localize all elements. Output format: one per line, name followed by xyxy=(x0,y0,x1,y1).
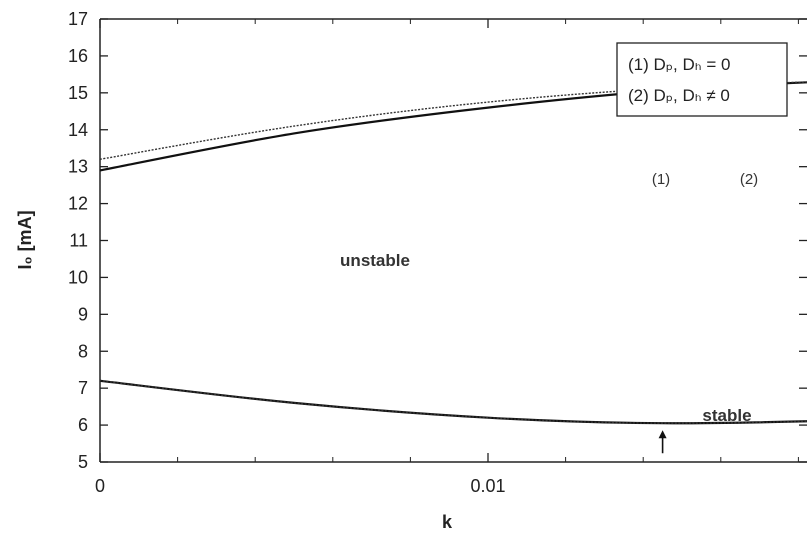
x-tick-label: 0 xyxy=(95,476,105,496)
legend-entry-1: (1) Dₚ, Dₕ = 0 xyxy=(628,55,730,74)
y-tick-label: 5 xyxy=(78,452,88,472)
y-tick-label: 11 xyxy=(69,231,88,251)
y-tick-label: 7 xyxy=(78,378,88,398)
axes-group: 56789101112131415161700.010.020.030.040.… xyxy=(68,9,807,496)
y-tick-label: 16 xyxy=(68,46,88,66)
y-tick-label: 12 xyxy=(68,194,88,214)
y-axis-label: I₀ [mA] xyxy=(15,210,35,269)
legend-entry-2: (2) Dₚ, Dₕ ≠ 0 xyxy=(628,86,730,105)
y-tick-label: 13 xyxy=(68,157,88,177)
curve-2-label: (2) xyxy=(740,171,758,188)
y-tick-label: 15 xyxy=(68,83,88,103)
curves-group xyxy=(99,81,807,454)
x-axis-label: k xyxy=(442,512,453,532)
y-tick-label: 9 xyxy=(78,304,88,324)
y-tick-label: 8 xyxy=(78,341,88,361)
legend: (1) Dₚ, Dₕ = 0 (2) Dₚ, Dₕ ≠ 0 xyxy=(616,42,788,117)
legend-box xyxy=(616,42,788,117)
x-tick-label: 0.01 xyxy=(470,476,505,496)
curve-1-label: (1) xyxy=(652,171,670,188)
unstable-region-label: unstable xyxy=(340,251,410,270)
y-tick-label: 17 xyxy=(68,9,88,29)
y-tick-label: 10 xyxy=(68,267,88,287)
y-tick-label: 6 xyxy=(78,415,88,435)
marker-arrow-up-icon xyxy=(658,430,667,439)
y-tick-label: 14 xyxy=(68,120,88,140)
stable-region-label: stable xyxy=(702,406,751,425)
